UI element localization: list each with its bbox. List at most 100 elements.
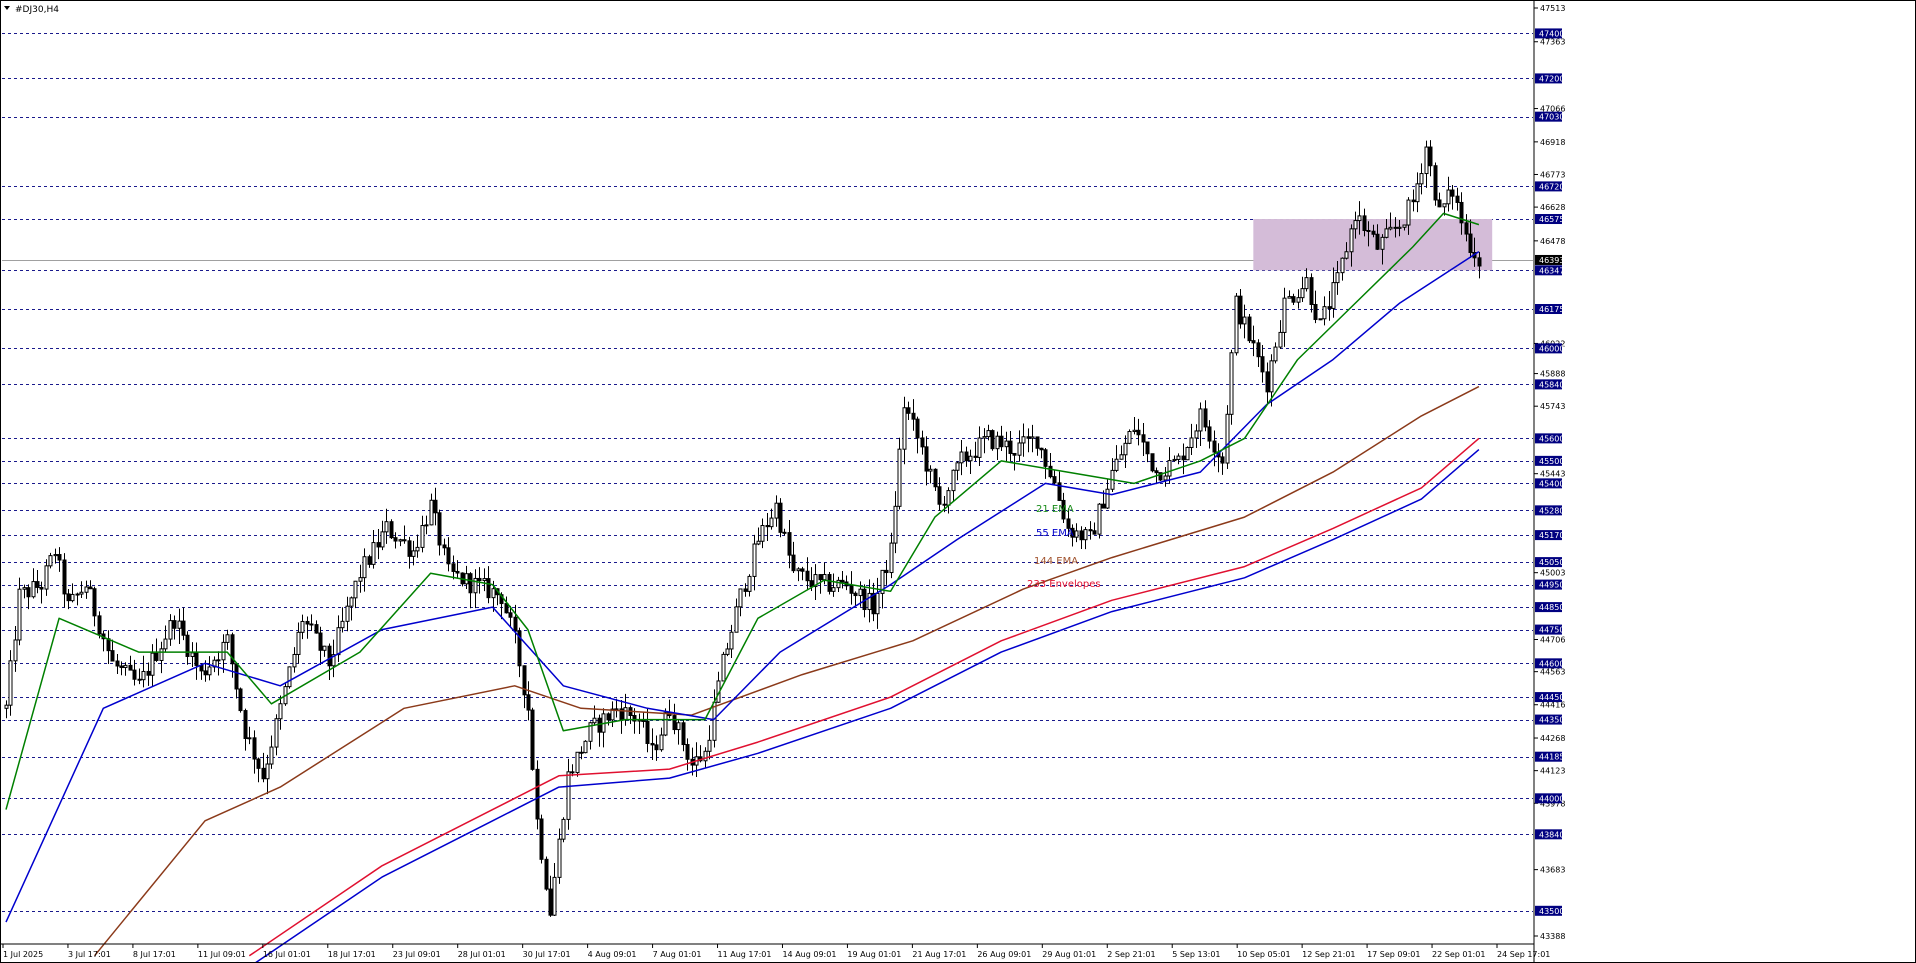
level-tag-label: 44450 bbox=[1539, 693, 1564, 702]
candle-body bbox=[141, 670, 146, 681]
candle-body bbox=[110, 650, 115, 662]
candle-body bbox=[1406, 199, 1411, 226]
candle-body bbox=[831, 587, 836, 592]
time-tick-label: 17 Sep 09:01 bbox=[1367, 950, 1420, 959]
candle-body bbox=[1101, 503, 1106, 509]
candle-body bbox=[446, 547, 451, 565]
time-tick-label: 26 Aug 09:01 bbox=[977, 950, 1031, 959]
candle-body bbox=[1088, 529, 1093, 532]
price-tick-label: 43388 bbox=[1540, 932, 1565, 941]
envelope-lower-line[interactable] bbox=[249, 449, 1480, 963]
candle-body bbox=[1415, 183, 1420, 203]
candle-body bbox=[942, 503, 947, 506]
candle-body bbox=[1437, 199, 1442, 208]
candle-body bbox=[473, 577, 478, 594]
candle-body bbox=[499, 594, 504, 605]
time-tick-label: 23 Jul 09:01 bbox=[393, 950, 441, 959]
candle-body bbox=[292, 653, 297, 668]
candle-body bbox=[535, 768, 540, 820]
candle-body bbox=[849, 585, 854, 594]
ema21-line[interactable] bbox=[5, 212, 1480, 810]
candle-body bbox=[915, 418, 920, 439]
candle-body bbox=[75, 593, 80, 596]
candle-body bbox=[1322, 306, 1327, 320]
time-axis[interactable]: 1 Jul 2025 3 Jul 17:01 8 Jul 17:01 11 Jul 0… bbox=[2, 944, 1550, 959]
candle-body bbox=[858, 588, 863, 597]
candle-body bbox=[1300, 288, 1305, 299]
candle-body bbox=[1150, 453, 1155, 472]
candle-body bbox=[1309, 277, 1314, 305]
legend: 21 EMA 55 EMA 144 EMA 233 Envelopes bbox=[1027, 504, 1101, 590]
candle-body bbox=[561, 818, 566, 840]
candle-body bbox=[951, 469, 956, 492]
candle-body bbox=[1242, 316, 1247, 325]
candle-body bbox=[66, 593, 71, 602]
candle-body bbox=[115, 660, 120, 667]
candle-body bbox=[955, 462, 960, 471]
candle-body bbox=[393, 537, 398, 542]
candle-body bbox=[1278, 331, 1283, 348]
time-tick-label: 18 Jul 17:01 bbox=[328, 950, 376, 959]
candle-body bbox=[875, 592, 880, 615]
candle-body bbox=[756, 540, 761, 545]
level-tag-label: 45050 bbox=[1539, 558, 1564, 567]
candle-body bbox=[734, 606, 739, 633]
candle-body bbox=[154, 652, 159, 661]
zone-rectangle[interactable] bbox=[1253, 219, 1493, 271]
candle-body bbox=[1375, 233, 1380, 250]
price-tick-label: 44123 bbox=[1540, 767, 1565, 776]
price-tick-label: 43978 bbox=[1540, 799, 1565, 808]
candle-body bbox=[1127, 431, 1132, 444]
candle-body bbox=[964, 451, 969, 462]
time-tick-label: 4 Aug 09:01 bbox=[588, 950, 637, 959]
candle-body bbox=[906, 407, 911, 414]
candle-body bbox=[676, 722, 681, 731]
candle-body bbox=[398, 539, 403, 542]
candle-body bbox=[1061, 499, 1066, 520]
candle-body bbox=[1198, 408, 1203, 432]
price-tick-label: 44563 bbox=[1540, 668, 1565, 677]
envelope-upper-line[interactable] bbox=[248, 437, 1480, 957]
time-tick-label: 19 Aug 01:01 bbox=[847, 950, 901, 959]
candle-body bbox=[1004, 440, 1009, 448]
candle-body bbox=[1136, 429, 1141, 436]
candle-body bbox=[1167, 460, 1172, 477]
time-tick-label: 5 Sep 13:01 bbox=[1172, 950, 1220, 959]
candle-body bbox=[610, 708, 615, 721]
ema144-line[interactable] bbox=[93, 385, 1480, 957]
candle-body bbox=[787, 532, 792, 556]
candle-body bbox=[159, 648, 164, 661]
legend-label: 233 Envelopes bbox=[1027, 579, 1101, 590]
candle-body bbox=[1194, 430, 1199, 439]
candle-body bbox=[1238, 295, 1243, 325]
legend-label: 21 EMA bbox=[1036, 504, 1074, 515]
price-tick-label: 44268 bbox=[1540, 734, 1565, 743]
time-tick-label: 8 Jul 17:01 bbox=[133, 950, 176, 959]
candle-body bbox=[1327, 306, 1332, 309]
candle-body bbox=[968, 455, 973, 462]
candle-body bbox=[464, 573, 469, 585]
candle-body bbox=[451, 563, 456, 572]
candle-body bbox=[243, 710, 248, 739]
candle-body bbox=[871, 592, 876, 615]
candle-body bbox=[752, 543, 757, 577]
level-tag bbox=[1535, 905, 1562, 916]
level-tag bbox=[1535, 829, 1562, 840]
price-tick-label: 46478 bbox=[1540, 237, 1565, 246]
candle-body bbox=[265, 763, 270, 780]
candle-body bbox=[132, 669, 137, 680]
candle-body bbox=[973, 455, 978, 458]
candle-body bbox=[1012, 452, 1017, 456]
candle-body bbox=[999, 435, 1004, 448]
candle-body bbox=[296, 631, 301, 655]
candle-body bbox=[990, 430, 995, 450]
candle-body bbox=[1304, 277, 1309, 290]
candle-body bbox=[88, 586, 93, 590]
candle-body bbox=[477, 577, 482, 582]
level-tag bbox=[1535, 455, 1562, 466]
candle-body bbox=[995, 435, 1000, 450]
symbol-header[interactable]: #DJ30,H4 bbox=[4, 5, 59, 15]
price-axis[interactable]: 4751347363470664691846773466284647846022… bbox=[1534, 4, 1565, 941]
time-tick-label: 16 Jul 01:01 bbox=[263, 950, 311, 959]
